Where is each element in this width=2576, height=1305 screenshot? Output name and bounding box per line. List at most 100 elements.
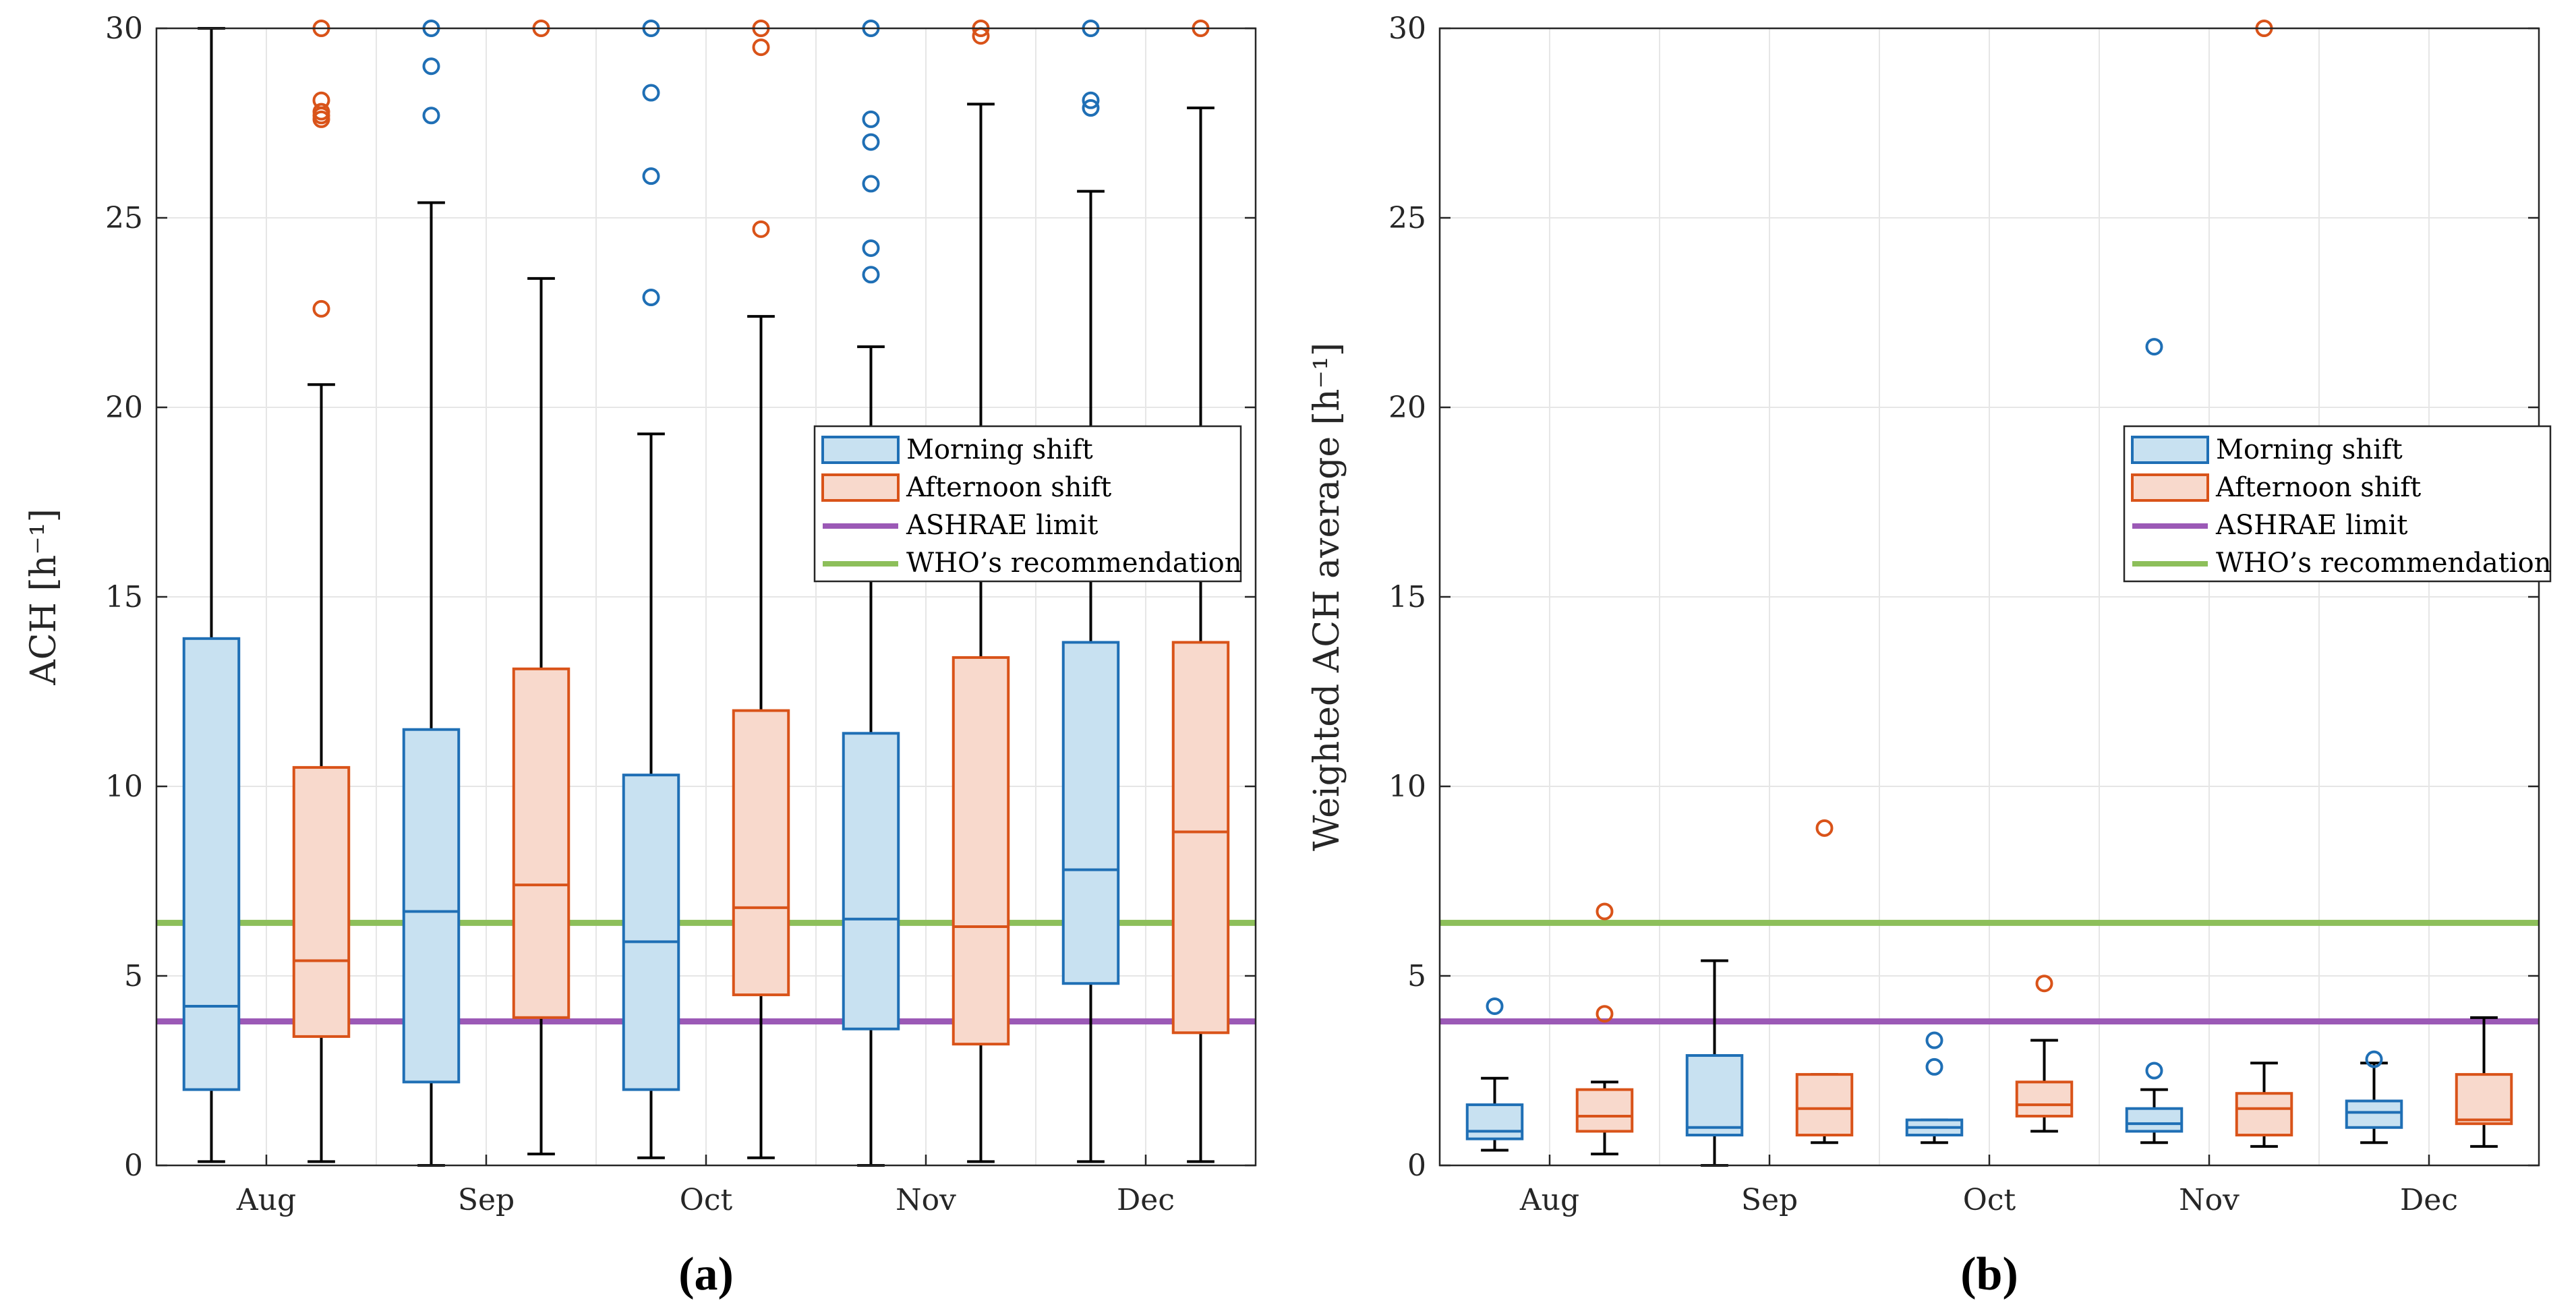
outlier-point — [862, 133, 880, 151]
legend-label: WHO’s recommendation — [906, 548, 1241, 579]
y-tick-label: 5 — [124, 959, 143, 993]
y-tick-label: 25 — [1388, 201, 1426, 235]
box-iqr — [2125, 1107, 2184, 1133]
x-tick-label: Nov — [2179, 1183, 2240, 1217]
outlier-point — [862, 239, 880, 257]
legend-label: Morning shift — [2216, 434, 2403, 465]
box-afternoon-shift-oct — [732, 20, 790, 1159]
box-iqr — [182, 637, 241, 1091]
box-iqr — [2015, 1080, 2074, 1118]
x-tick-label: Aug — [236, 1183, 296, 1217]
box-morning-shift-nov — [2125, 338, 2184, 1144]
y-tick-label: 10 — [105, 770, 143, 804]
box-iqr — [2235, 1092, 2293, 1137]
outlier-point — [2035, 975, 2053, 993]
outlier-point — [1082, 91, 1100, 109]
x-tick-label: Sep — [1741, 1183, 1798, 1217]
outlier-point — [1082, 99, 1100, 117]
box-iqr — [402, 728, 461, 1084]
y-tick-label: 15 — [1388, 580, 1426, 614]
outlier-point — [312, 103, 330, 121]
box-afternoon-shift-nov — [2235, 20, 2293, 1148]
panel-b: 0 5 10 15 20 25 30 Aug Sep Oct Nov Dec Weighted ACH … — [1307, 11, 2551, 1300]
x-tick-label: Dec — [1117, 1183, 1175, 1217]
y-tick-label: 5 — [1407, 959, 1426, 993]
box-iqr — [1575, 1088, 1634, 1133]
box-iqr — [2455, 1073, 2513, 1126]
box-morning-shift-sep — [402, 20, 461, 1167]
box-afternoon-shift-aug — [292, 20, 351, 1163]
legend-label: Morning shift — [906, 434, 1093, 465]
panel-label: (b) — [1960, 1248, 2018, 1300]
x-tick-label: Nov — [896, 1183, 956, 1217]
box-morning-shift-dec — [2345, 1050, 2403, 1144]
x-tick-label: Oct — [680, 1183, 733, 1217]
box-afternoon-shift-sep — [512, 20, 570, 1156]
legend-label: Afternoon shift — [2215, 472, 2421, 503]
legend-swatch-box — [821, 436, 900, 464]
panel-label: (a) — [678, 1248, 734, 1300]
box-afternoon-shift-dec — [2455, 1016, 2513, 1148]
outlier-point — [1596, 902, 1614, 921]
box-morning-shift-aug — [182, 27, 241, 1163]
outlier-point — [2145, 1062, 2163, 1080]
y-axis-title: ACH [h⁻¹] — [24, 509, 64, 686]
box-iqr — [292, 765, 351, 1038]
x-tick-label: Aug — [1519, 1183, 1579, 1217]
outlier-point — [642, 84, 660, 102]
outlier-point — [862, 175, 880, 193]
legend-label: ASHRAE limit — [906, 510, 1098, 541]
box-iqr — [622, 774, 680, 1091]
x-tick-label: Oct — [1963, 1183, 2016, 1217]
outlier-point — [1596, 1005, 1614, 1023]
y-axis-title: Weighted ACH average [h⁻¹] — [1307, 343, 1347, 851]
outlier-point — [1486, 997, 1504, 1015]
box-iqr — [1465, 1103, 1524, 1140]
legend-swatch-box — [2131, 473, 2209, 502]
box-morning-shift-oct — [622, 20, 680, 1159]
panel-a: 0 5 10 15 20 25 30 Aug Sep Oct Nov Dec ACH [h⁻¹] (a) M… — [24, 11, 1257, 1300]
box-afternoon-shift-aug — [1575, 902, 1634, 1156]
x-tick-label: Dec — [2400, 1183, 2458, 1217]
y-tick-label: 0 — [124, 1149, 143, 1183]
outlier-point — [862, 110, 880, 128]
box-iqr — [2345, 1099, 2403, 1129]
box-iqr — [732, 709, 790, 997]
y-tick-label: 30 — [105, 11, 143, 46]
x-tick-label: Sep — [458, 1183, 515, 1217]
outlier-point — [1925, 1031, 1943, 1049]
outlier-point — [422, 57, 440, 76]
y-tick-label: 20 — [1388, 390, 1426, 425]
outlier-point — [752, 38, 770, 57]
outlier-point — [422, 107, 440, 125]
box-iqr — [952, 656, 1010, 1046]
y-tick-label: 20 — [105, 390, 143, 425]
y-tick-label: 15 — [105, 580, 143, 614]
legend-label: ASHRAE limit — [2215, 510, 2407, 541]
box-morning-shift-oct — [1905, 1031, 1964, 1144]
box-morning-shift-dec — [1061, 20, 1120, 1163]
outlier-point — [312, 299, 330, 318]
legend-label: Afternoon shift — [906, 472, 1111, 503]
box-iqr — [842, 732, 900, 1031]
legend: Morning shift Afternoon shift ASHRAE limit… — [813, 425, 1241, 583]
outlier-point — [2365, 1050, 2383, 1068]
y-tick-label: 10 — [1388, 770, 1426, 804]
outlier-point — [1815, 819, 1834, 837]
outlier-point — [752, 220, 770, 238]
box-iqr — [1061, 641, 1120, 985]
y-tick-label: 30 — [1388, 11, 1426, 46]
box-iqr — [1171, 641, 1230, 1035]
box-afternoon-shift-nov — [952, 20, 1010, 1163]
box-afternoon-shift-sep — [1795, 819, 1854, 1144]
legend-swatch-box — [2131, 436, 2209, 464]
box-afternoon-shift-oct — [2015, 975, 2074, 1133]
outlier-point — [642, 289, 660, 307]
box-morning-shift-aug — [1465, 997, 1524, 1152]
outlier-point — [642, 167, 660, 185]
legend-label: WHO’s recommendation — [2216, 548, 2551, 579]
outlier-point — [862, 266, 880, 284]
outlier-point — [1925, 1057, 1943, 1076]
outlier-point — [2145, 338, 2163, 356]
